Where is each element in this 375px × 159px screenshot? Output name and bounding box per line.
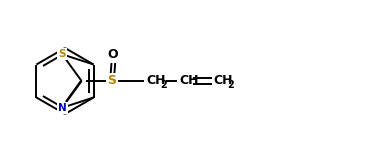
- Text: CH: CH: [214, 75, 233, 87]
- Text: N: N: [58, 103, 67, 113]
- Text: O: O: [108, 48, 118, 62]
- Text: S: S: [58, 49, 66, 59]
- Text: S: S: [107, 75, 116, 87]
- Text: 2: 2: [227, 80, 234, 90]
- Text: CH: CH: [180, 75, 199, 87]
- Text: 2: 2: [160, 80, 167, 90]
- Text: CH: CH: [147, 75, 166, 87]
